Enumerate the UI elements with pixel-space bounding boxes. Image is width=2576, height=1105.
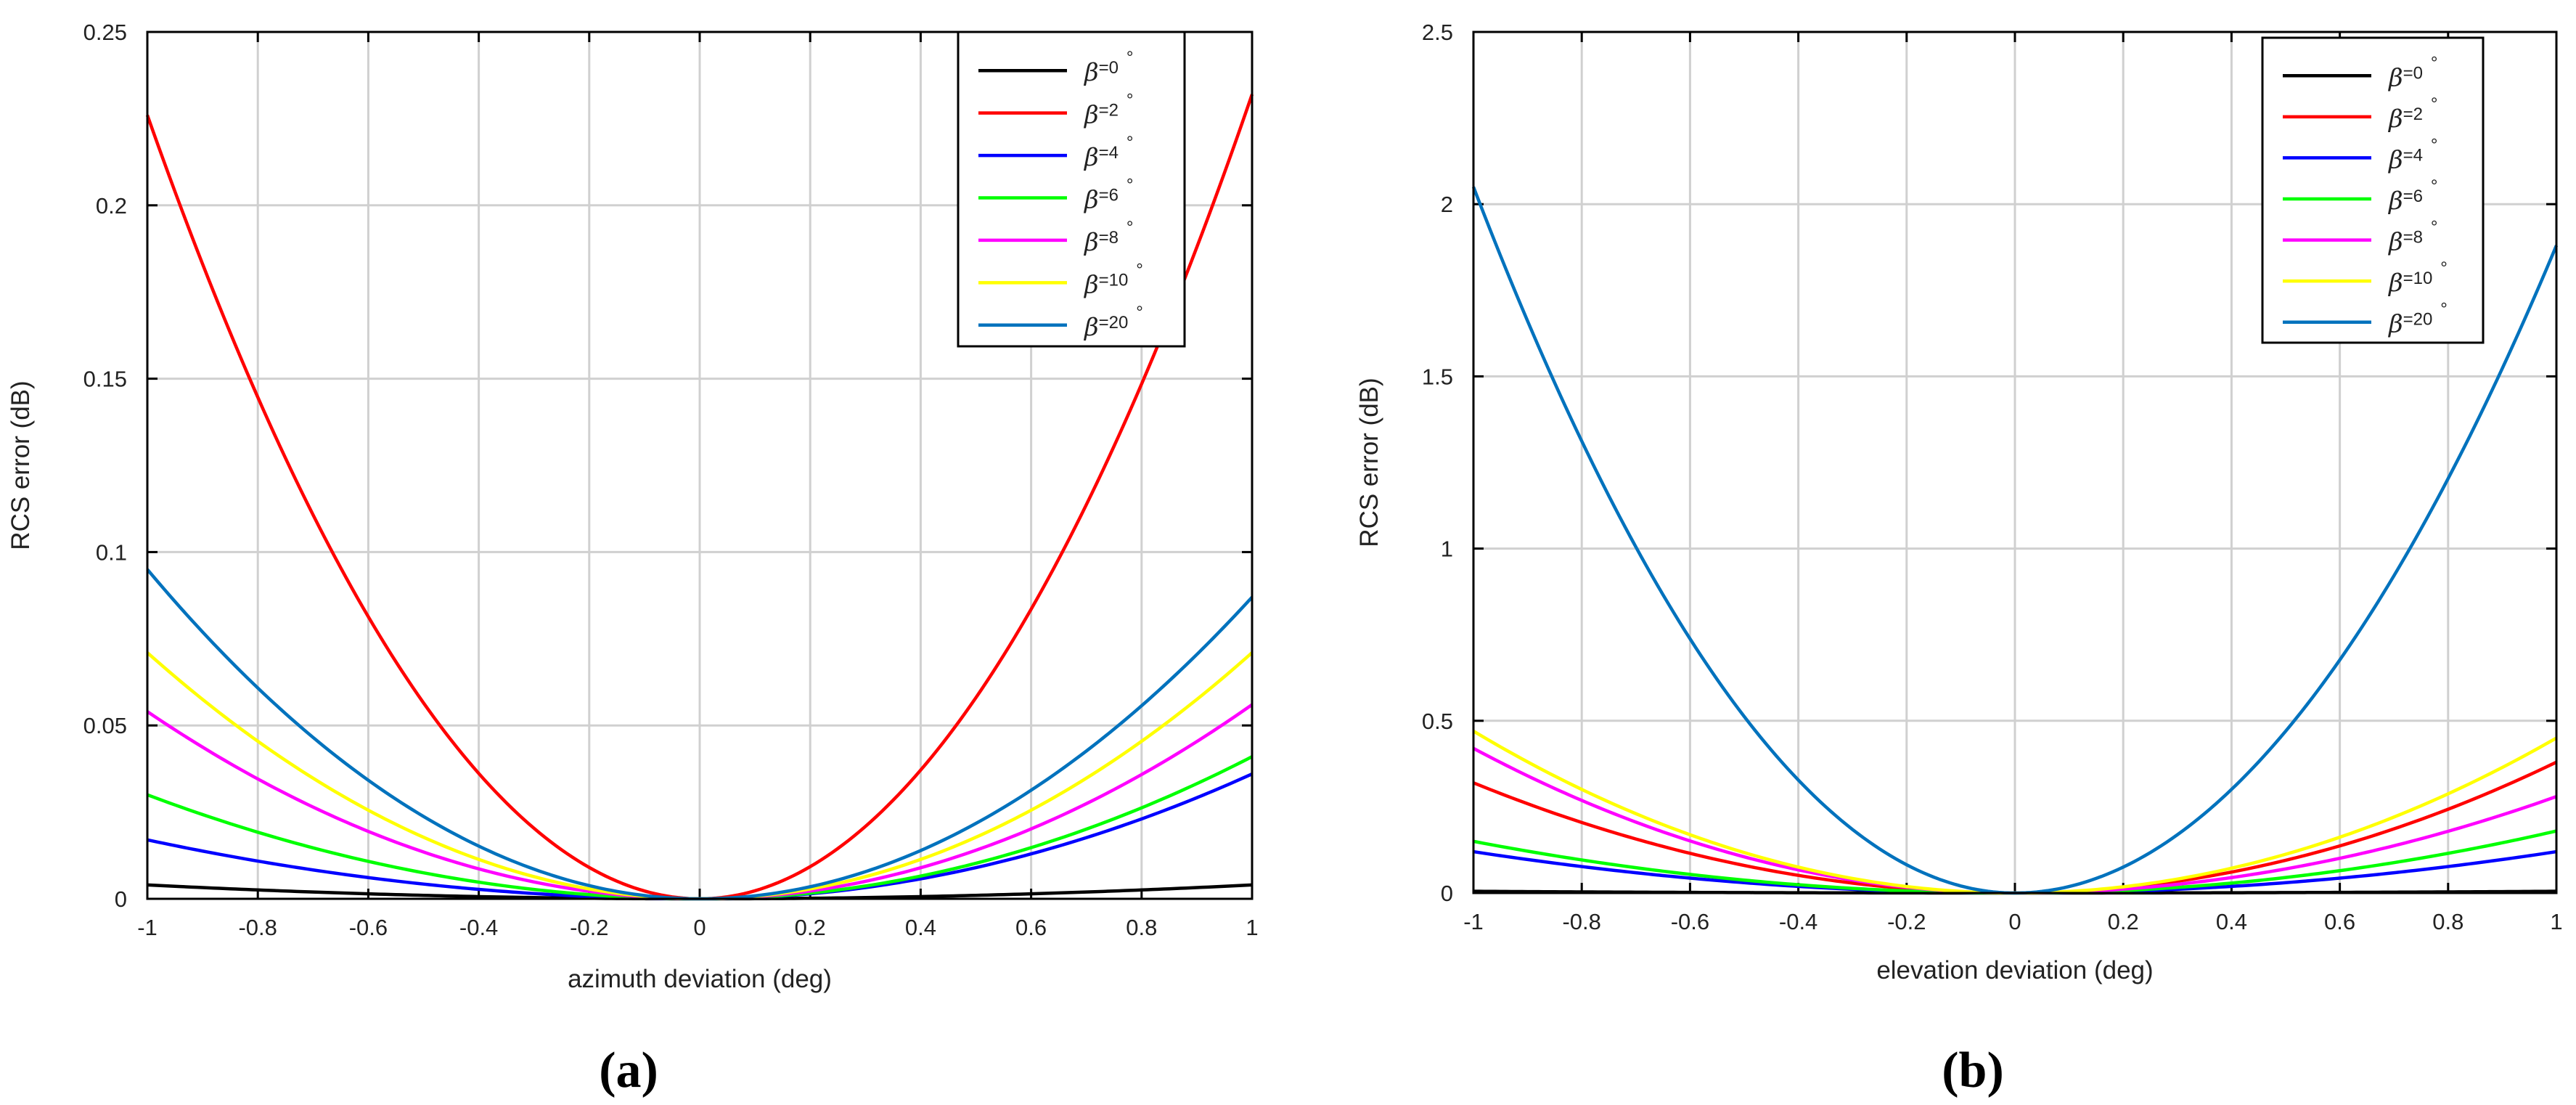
x-axis-label: azimuth deviation (deg) xyxy=(568,965,832,993)
legend-box xyxy=(2261,36,2485,344)
panel-label: (a) xyxy=(599,1043,658,1098)
x-tick-label: -0.4 xyxy=(1779,909,1817,934)
legend-label-beta-0: β=0° xyxy=(2387,53,2437,92)
x-tick-label: -0.8 xyxy=(1562,909,1600,934)
plot-frame xyxy=(1472,30,2558,894)
legend-label-beta-10: β=10° xyxy=(1083,260,1142,299)
panel-label: (b) xyxy=(1942,1043,2004,1098)
y-tick-label: 0.05 xyxy=(83,713,127,738)
x-tick-label: -0.8 xyxy=(238,915,277,940)
y-axis-label: RCS error (dB) xyxy=(1355,378,1383,547)
legend-label-beta-4: β=4° xyxy=(2387,135,2437,174)
legend-label-beta-8: β=8° xyxy=(1083,218,1133,257)
legend-label-beta-20: β=20° xyxy=(2387,300,2447,339)
x-tick-label: -1 xyxy=(137,915,158,940)
legend-label-beta-2: β=2° xyxy=(1083,91,1133,130)
x-tick-label: 0.8 xyxy=(1126,915,1157,940)
chart-panel-a: -1 -0.8 -0.6 -0.4 -0.2 0 0.2 0.4 0.6 0.8 1 0 0.05 0.1… xyxy=(7,20,1259,1098)
y-tick-label: 0 xyxy=(1441,881,1453,906)
x-tick-label: -0.6 xyxy=(1671,909,1709,934)
legend-label-beta-10: β=10° xyxy=(2387,258,2447,298)
y-tick-label: 0.2 xyxy=(96,193,127,219)
plot-frame xyxy=(146,30,1254,900)
legend: β=0° β=2°β=4° β=6°β=8°β=10° β=20° xyxy=(957,30,1186,348)
x-tick-label: 1 xyxy=(1246,915,1258,940)
y-tick-label: 0.1 xyxy=(96,539,127,565)
x-tick-label: -0.6 xyxy=(349,915,388,940)
y-tick-label: 1 xyxy=(1441,537,1453,562)
y-tick-label: 2 xyxy=(1441,192,1453,217)
y-tick-label: 0.5 xyxy=(1422,709,1453,734)
legend-label-beta-6: β=6° xyxy=(1083,176,1133,215)
legend-label-beta-6: β=6° xyxy=(2387,176,2437,216)
x-tick-label: 1 xyxy=(2550,909,2562,934)
legend: β=0°β=2°β=4°β=6°β=8°β=10°β=20° xyxy=(2261,36,2485,344)
x-tick-label: -0.4 xyxy=(459,915,498,940)
y-axis-label: RCS error (dB) xyxy=(7,380,35,550)
legend-label-beta-2: β=2° xyxy=(2387,94,2437,134)
y-tick-label: 0.15 xyxy=(83,367,127,392)
legend-box xyxy=(957,30,1186,348)
y-tick-label: 0.25 xyxy=(83,20,127,45)
legend-label-beta-20: β=20° xyxy=(1083,303,1142,342)
x-tick-label: 0.4 xyxy=(2216,909,2247,934)
x-tick-label: 0 xyxy=(2008,909,2021,934)
x-tick-label: 0.2 xyxy=(2108,909,2139,934)
legend-label-beta-8: β=8° xyxy=(2387,218,2437,257)
x-tick-label: 0.6 xyxy=(1015,915,1047,940)
x-tick-label: -1 xyxy=(1463,909,1484,934)
legend-label-beta-0: β=0° xyxy=(1083,48,1133,87)
legend-label-beta-4: β=4° xyxy=(1083,133,1133,172)
x-tick-label: 0.8 xyxy=(2432,909,2463,934)
x-tick-label: -0.2 xyxy=(1887,909,1926,934)
y-tick-label: 0 xyxy=(115,886,127,912)
x-axis-label: elevation deviation (deg) xyxy=(1876,956,2153,984)
x-tick-label: -0.2 xyxy=(570,915,608,940)
y-tick-label: 1.5 xyxy=(1422,364,1453,389)
x-tick-label: 0.2 xyxy=(795,915,826,940)
y-tick-label: 2.5 xyxy=(1422,20,1453,45)
x-tick-label: 0 xyxy=(693,915,706,940)
x-tick-label: 0.4 xyxy=(905,915,936,940)
x-tick-label: 0.6 xyxy=(2324,909,2355,934)
chart-panel-b: -1 -0.8 -0.6 -0.4 -0.2 0 0.2 0.4 0.6 0.8 1 0 0.5 1 1.5… xyxy=(1355,20,2563,1098)
